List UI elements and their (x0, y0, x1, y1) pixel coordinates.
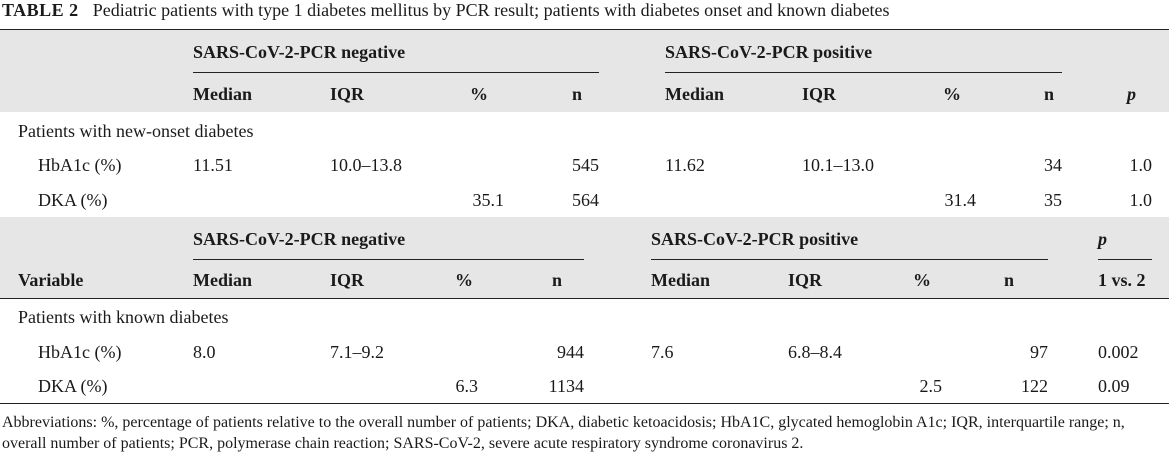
s1-group-negative: SARS-CoV-2-PCR negative (193, 42, 406, 62)
s2-positive-rule (651, 259, 1048, 260)
s2-row2-variable: DKA (%) (38, 376, 108, 396)
s1-group-positive: SARS-CoV-2-PCR positive (665, 42, 873, 62)
s1-col-neg-median: Median (193, 84, 253, 104)
s1-row2-neg-n: 564 (572, 190, 599, 210)
s2-col-variable: Variable (18, 270, 84, 290)
s1-row1-neg-iqr: 10.0–13.8 (330, 155, 402, 175)
s2-p-header: p (1098, 229, 1107, 249)
s2-subheading: Patients with known diabetes (18, 307, 229, 327)
s2-row2-neg-n: 1134 (548, 376, 584, 396)
s1-row2-pos-pct: 31.4 (944, 190, 977, 210)
table-caption: TABLE 2 Pediatric patients with type 1 di… (2, 0, 890, 20)
s2-col-pos-iqr: IQR (788, 270, 823, 290)
s2-row1-neg-median: 8.0 (193, 342, 216, 362)
s2-row1-neg-iqr: 7.1–9.2 (330, 342, 384, 362)
s2-col-pos-median: Median (651, 270, 711, 290)
s1-row2-pos-n: 35 (1044, 190, 1062, 210)
s1-row1-p: 1.0 (1129, 155, 1153, 175)
s2-row2-pos-n: 122 (1021, 376, 1048, 396)
s1-col-p: p (1127, 84, 1136, 104)
s1-subheading: Patients with new-onset diabetes (18, 121, 254, 141)
s2-col-neg-n: n (551, 270, 562, 290)
s1-row1-pos-median: 11.62 (665, 155, 705, 175)
s2-row1-variable: HbA1c (%) (38, 342, 122, 362)
s2-row1-pos-iqr: 6.8–8.4 (788, 342, 842, 362)
s1-col-neg-n: n (571, 84, 582, 104)
s1-col-pos-pct: % (943, 84, 961, 104)
s1-col-pos-median: Median (665, 84, 725, 104)
table-label: TABLE 2 (2, 0, 79, 20)
s2-row1-neg-n: 944 (557, 342, 584, 362)
s1-row1-neg-n: 545 (572, 155, 599, 175)
s1-row2-neg-pct: 35.1 (472, 190, 505, 210)
s1-negative-rule (193, 72, 599, 73)
s2-col-neg-pct: % (455, 270, 473, 290)
s1-col-neg-pct: % (470, 84, 488, 104)
table-footnote: Abbreviations: %, percentage of patients… (2, 414, 1125, 452)
s2-group-negative: SARS-CoV-2-PCR negative (193, 229, 406, 249)
s2-col-neg-median: Median (193, 270, 253, 290)
section1-header-band (0, 30, 1169, 112)
s1-row2-p: 1.0 (1129, 190, 1153, 210)
s2-col-comparison: 1 vs. 2 (1098, 270, 1146, 290)
table-caption-text: Pediatric patients with type 1 diabetes … (92, 0, 890, 20)
s1-row2-variable: DKA (%) (38, 190, 108, 210)
section2-header-rule (0, 298, 1169, 299)
s2-col-pos-n: n (1003, 270, 1014, 290)
s1-col-pos-n: n (1043, 84, 1054, 104)
s2-group-positive: SARS-CoV-2-PCR positive (651, 229, 859, 249)
s1-col-neg-iqr: IQR (330, 84, 365, 104)
s1-row1-neg-median: 11.51 (193, 155, 233, 175)
s1-col-pos-iqr: IQR (802, 84, 837, 104)
s2-row2-p: 0.09 (1098, 376, 1130, 396)
s2-row1-pos-median: 7.6 (651, 342, 674, 362)
s1-positive-rule (665, 72, 1062, 73)
s2-row1-pos-n: 97 (1030, 342, 1048, 362)
s2-p-rule (1098, 259, 1152, 260)
table-bottom-rule (0, 403, 1169, 404)
s2-row2-neg-pct: 6.3 (455, 376, 479, 396)
s2-row1-p: 0.002 (1098, 342, 1139, 362)
section2-header-band (0, 217, 1169, 298)
s2-row2-pos-pct: 2.5 (919, 376, 943, 396)
table-top-rule (0, 29, 1169, 30)
s1-row1-pos-n: 34 (1044, 155, 1062, 175)
s1-row1-pos-iqr: 10.1–13.0 (802, 155, 874, 175)
s1-row1-variable: HbA1c (%) (38, 155, 122, 175)
s2-col-pos-pct: % (913, 270, 931, 290)
s2-negative-rule (193, 259, 584, 260)
s2-col-neg-iqr: IQR (330, 270, 365, 290)
